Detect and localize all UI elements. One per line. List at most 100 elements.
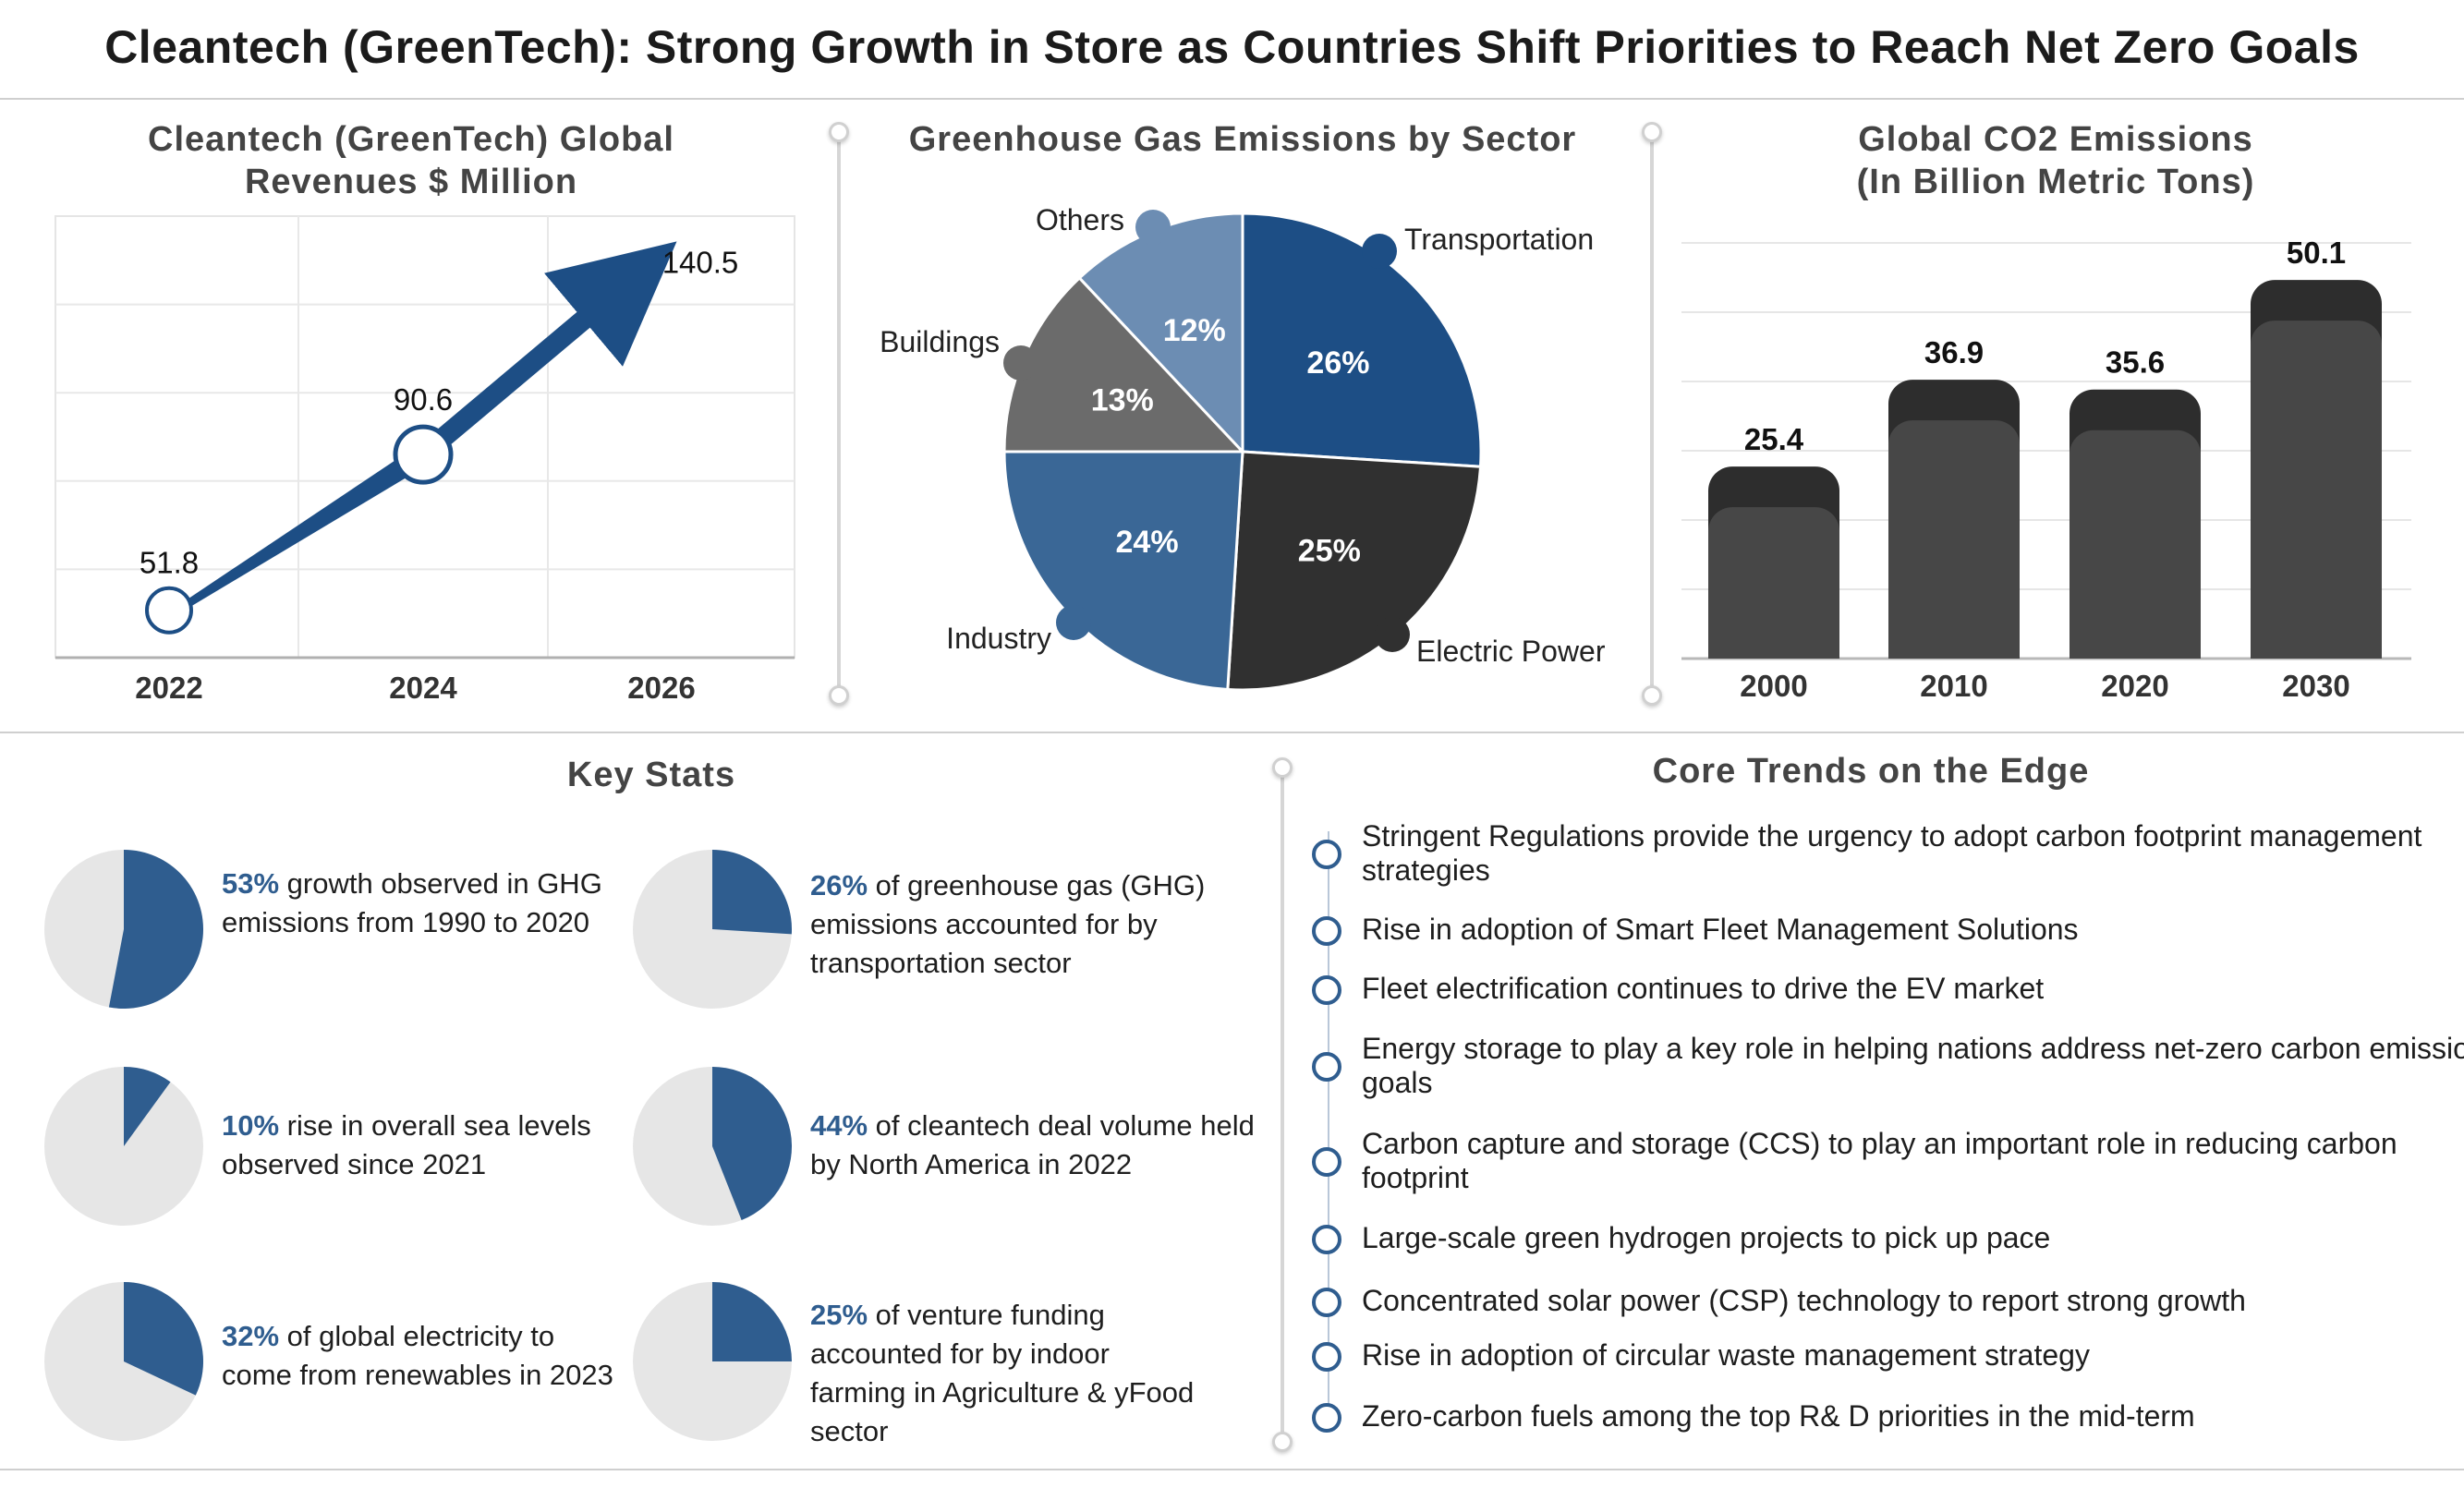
key-stats-title: Key Stats <box>566 756 736 794</box>
stat-pie-slice <box>712 1282 792 1361</box>
trend-item: Large-scale green hydrogen projects to p… <box>1312 1221 2464 1255</box>
stat-value: 10% <box>222 1109 280 1142</box>
core-trends-title: Core Trends on the Edge <box>1652 752 2090 791</box>
bar <box>2251 321 2382 659</box>
trend-text: Stringent Regulations provide the urgenc… <box>1362 819 2422 887</box>
bar <box>2070 429 2201 659</box>
bar-base <box>2251 631 2382 659</box>
co2-title-line2: (In Billion Metric Tons) <box>1856 163 2255 201</box>
trend-item: Concentrated solar power (CSP) technolog… <box>1312 1284 2464 1318</box>
co2-chart-title: Global CO2 Emissions (In Billion Metric … <box>1663 118 2448 203</box>
stat-pie-slice <box>124 1282 203 1396</box>
bar-base <box>1888 631 2020 659</box>
trend-text: Energy storage to play a key role in hel… <box>1362 1032 2464 1099</box>
stat-item: 32% of global electricity to come from r… <box>44 1282 619 1441</box>
stat-item: 44% of cleantech deal volume held by Nor… <box>633 1067 1263 1226</box>
separator-knob <box>1642 685 1662 706</box>
middle-divider <box>0 732 2464 733</box>
trend-item: Stringent Regulations provide the urgenc… <box>1312 819 2464 888</box>
slice-tab <box>1135 210 1171 245</box>
slice-category-label: Industry <box>946 622 1051 655</box>
bar-value-label: 25.4 <box>1744 422 1804 456</box>
slice-value-label: 25% <box>1298 533 1361 568</box>
revenue-title-line2: Revenues $ Million <box>244 163 578 201</box>
trend-item: Rise in adoption of circular waste manag… <box>1312 1338 2464 1373</box>
separator-knob <box>829 122 849 142</box>
slice-tab <box>1003 345 1038 381</box>
slice-category-label: Others <box>1036 203 1124 236</box>
stat-description: 26% of greenhouse gas (GHG) emissions ac… <box>810 866 1263 983</box>
separator-knob <box>829 685 849 706</box>
slice-tab <box>1056 605 1091 640</box>
trend-bullet-icon <box>1312 1052 1341 1082</box>
trend-text: Carbon capture and storage (CCS) to play… <box>1362 1127 2397 1194</box>
stat-pie-icon <box>633 850 792 1009</box>
x-tick-label: 2010 <box>1920 669 1987 703</box>
stat-text: of venture funding accounted for by indo… <box>810 1299 1195 1447</box>
stat-value: 26% <box>810 869 868 901</box>
bar-base <box>1708 631 1839 659</box>
stat-text: growth observed in GHG emissions from 19… <box>222 867 602 938</box>
header-divider <box>0 98 2464 100</box>
trend-item: Fleet electrification continues to drive… <box>1312 972 2464 1006</box>
stat-pie-slice <box>108 850 203 1009</box>
stat-pie-icon <box>633 1282 792 1441</box>
bar-base <box>2070 631 2201 659</box>
trend-text: Concentrated solar power (CSP) technolog… <box>1362 1284 2246 1317</box>
data-point <box>145 586 193 635</box>
bar-value-label: 36.9 <box>1924 335 1984 369</box>
bar <box>1708 507 1839 659</box>
stat-text: of global electricity to come from renew… <box>222 1320 613 1391</box>
revenue-chart-title: Cleantech (GreenTech) Global Revenues $ … <box>37 118 785 203</box>
stat-value: 25% <box>810 1299 868 1331</box>
bar-value-label: 35.6 <box>2106 345 2165 380</box>
x-tick-label: 2026 <box>627 671 695 705</box>
stat-pie-icon <box>44 1067 203 1226</box>
trend-text: Fleet electrification continues to drive… <box>1362 972 2045 1005</box>
stat-item: 53% growth observed in GHG emissions fro… <box>44 850 610 1009</box>
stat-text: of greenhouse gas (GHG) emissions accoun… <box>810 869 1206 979</box>
stat-description: 10% rise in overall sea levels observed … <box>222 1107 619 1184</box>
trend-bullet-icon <box>1312 1403 1341 1433</box>
stat-pie-icon <box>44 1282 203 1441</box>
x-tick-label: 2022 <box>135 671 202 705</box>
x-tick-label: 2024 <box>389 671 457 705</box>
trend-text: Large-scale green hydrogen projects to p… <box>1362 1221 2051 1254</box>
bar-value-label: 50.1 <box>2287 236 2346 270</box>
trend-item: Carbon capture and storage (CCS) to play… <box>1312 1127 2464 1195</box>
bar <box>1888 420 2020 659</box>
x-tick-label: 2020 <box>2101 669 2168 703</box>
separator-knob <box>1272 757 1293 778</box>
stat-pie-slice <box>712 1067 792 1220</box>
trend-bullet-icon <box>1312 1342 1341 1372</box>
pie-slice <box>1241 212 1483 468</box>
stat-text: rise in overall sea levels observed sinc… <box>222 1109 591 1180</box>
stat-item: 10% rise in overall sea levels observed … <box>44 1067 619 1226</box>
stat-pie-icon <box>44 850 203 1009</box>
separator-knob <box>1642 122 1662 142</box>
co2-title-line1: Global CO2 Emissions <box>1858 120 2253 159</box>
trend-bullet-icon <box>1312 1288 1341 1317</box>
slice-category-label: Electric Power <box>1416 635 1606 668</box>
trend-bullet-icon <box>1312 975 1341 1005</box>
slice-value-label: 26% <box>1306 345 1369 381</box>
stat-pie-icon <box>633 1067 792 1226</box>
slice-category-label: Transportation <box>1404 223 1594 256</box>
slice-value-label: 13% <box>1091 383 1154 418</box>
separator-left <box>837 131 841 695</box>
slice-tab <box>1375 617 1410 652</box>
stat-value: 44% <box>810 1109 868 1142</box>
trend-text: Zero-carbon fuels among the top R& D pri… <box>1362 1399 2195 1433</box>
footer-divider <box>0 1469 2464 1470</box>
trend-item: Zero-carbon fuels among the top R& D pri… <box>1312 1399 2464 1434</box>
line-segment <box>176 442 423 614</box>
slice-category-label: Buildings <box>880 325 1000 358</box>
stat-description: 44% of cleantech deal volume held by Nor… <box>810 1107 1263 1184</box>
data-label: 140.5 <box>662 245 739 279</box>
stat-item: 25% of venture funding accounted for by … <box>633 1282 1198 1451</box>
trend-item: Rise in adoption of Smart Fleet Manageme… <box>1312 913 2464 947</box>
trend-bullet-icon <box>1312 916 1341 946</box>
